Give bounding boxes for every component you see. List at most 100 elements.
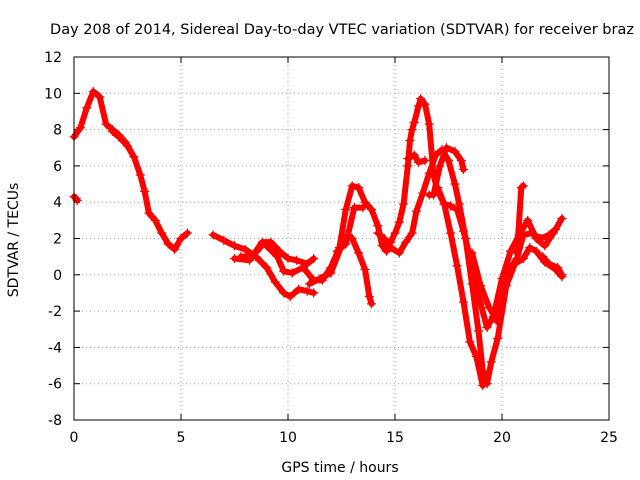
data-point [557,270,567,280]
data-point [458,297,469,307]
data-point [420,99,430,109]
data-point [270,277,280,287]
data-point [523,215,533,225]
data-series-8 [304,230,377,309]
y-tick-label: -6 [48,377,62,393]
x-tick-label: 5 [177,430,186,446]
data-point [413,101,424,111]
data-series-11 [403,150,430,167]
data-point [409,117,419,127]
data-point [413,157,424,167]
data-point [465,337,475,347]
data-point [341,239,351,249]
data-point [107,126,118,137]
data-point [443,155,454,166]
data-point [302,259,312,269]
y-tick-label: 6 [53,159,62,175]
data-point [229,253,240,264]
data-point [460,233,471,244]
data-point [163,239,173,249]
data-point [445,228,456,238]
data-point [484,302,494,313]
data-point [403,153,413,164]
data-point [512,248,522,258]
data-point [366,299,377,309]
data-point [454,199,464,209]
data-point [101,119,111,129]
data-point [176,233,186,244]
data-point [341,204,351,215]
data-point [398,199,409,209]
data-point [349,202,359,213]
x-tick-label: 15 [386,430,404,446]
data-point [347,181,357,191]
data-point [139,186,150,196]
data-point [360,197,370,207]
data-point [394,217,404,227]
data-point [552,262,563,273]
data-point [527,228,537,238]
data-point [418,188,428,198]
x-tick-labels: 0 5 10 15 20 25 [70,430,618,446]
series-layer [69,86,567,391]
x-tick-label: 25 [600,430,618,446]
y-tick-label: -4 [48,340,62,356]
data-point [531,246,541,256]
data-series-16 [538,252,567,280]
plot-frame [73,56,610,421]
data-point [377,241,387,251]
data-point [471,351,481,362]
data-point [433,183,443,193]
data-point [169,244,180,255]
data-point [236,252,246,262]
data-point [95,92,105,102]
data-point [431,150,441,160]
data-point [261,241,272,251]
data-point [538,252,548,262]
data-series-15 [512,181,529,258]
data-point [550,224,561,235]
y-tick-label: 0 [53,268,62,284]
data-series-1 [69,86,193,255]
data-point [518,181,529,191]
data-point [261,262,272,273]
data-point [358,202,368,213]
data-point [475,299,486,309]
data-series-9 [332,202,368,256]
series-line [434,184,486,389]
data-point [407,124,417,135]
data-point [208,230,218,240]
data-point [452,261,462,271]
data-point [441,143,452,153]
data-point [544,230,554,240]
data-point [505,246,516,256]
data-point [332,246,342,256]
data-point [287,268,297,278]
data-point [279,266,289,276]
data-point [394,248,404,258]
data-point [475,281,486,291]
data-point [240,244,250,255]
data-point [401,237,411,247]
data-point [420,155,430,166]
data-point [493,333,503,343]
data-point [467,279,477,289]
data-point [246,252,257,262]
x-tick-label: 0 [70,430,79,446]
series-line [71,88,191,253]
data-point [424,168,434,178]
data-point [486,357,496,367]
y-axis-label: SDTVAR / TECUs [6,183,22,298]
y-tick-label: 10 [44,86,62,102]
data-point [144,208,154,218]
data-series-10 [373,144,567,389]
y-tick-label: 2 [53,232,62,248]
data-point [535,233,546,244]
data-point [499,277,509,287]
chart-title: Day 208 of 2014, Sidereal Day-to-day VTE… [50,22,634,38]
data-point [544,259,554,269]
y-tick-label: 12 [44,50,62,66]
x-tick-label: 20 [493,430,511,446]
data-point [72,195,82,206]
